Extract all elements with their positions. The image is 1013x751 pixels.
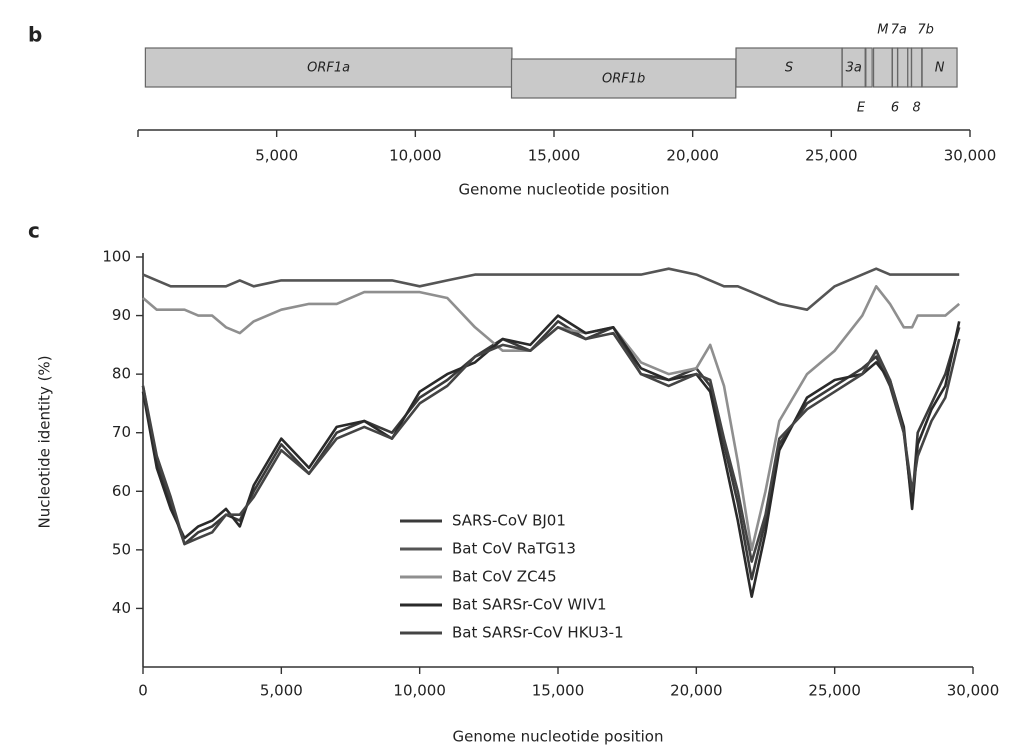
y-tick-label: 100	[102, 248, 131, 266]
panel-label: c	[28, 219, 40, 243]
y-tick-label: 80	[112, 365, 131, 383]
legend-label: Bat SARSr-CoV HKU3-1	[452, 624, 624, 642]
x-tick-label: 25,000	[805, 147, 858, 165]
gene-label: 3a	[846, 61, 862, 76]
gene-box	[891, 47, 899, 88]
x-tick-label: 10,000	[389, 147, 442, 165]
gene-box	[897, 47, 909, 88]
series-line	[142, 285, 961, 552]
legend-label: Bat SARSr-CoV WIV1	[452, 596, 607, 614]
x-tick-label: 15,000	[532, 682, 585, 700]
x-tick-label: 25,000	[808, 682, 861, 700]
x-tick-label: 5,000	[260, 682, 303, 700]
gene-box	[735, 47, 843, 88]
gene-label: S	[785, 61, 793, 76]
gene-label: ORF1a	[307, 61, 350, 76]
x-tick-label: 15,000	[528, 147, 581, 165]
panel-label: b	[28, 23, 42, 47]
y-tick-label: 60	[112, 482, 131, 500]
y-tick-label: 50	[112, 540, 131, 558]
gene-box	[841, 47, 866, 88]
x-tick-label: 30,000	[947, 682, 1000, 700]
x-tick-label: 30,000	[944, 147, 997, 165]
gene-label: N	[935, 61, 945, 76]
x-tick-label: 20,000	[670, 682, 723, 700]
legend-label: Bat CoV ZC45	[452, 568, 557, 586]
gene-label: M	[877, 23, 888, 38]
gene-box	[910, 47, 923, 88]
series-line	[141, 314, 961, 598]
gene-label: 6	[891, 101, 899, 116]
gene-label: ORF1b	[602, 72, 645, 87]
x-tick-label: 10,000	[393, 682, 446, 700]
gene-box	[510, 58, 737, 99]
gene-label: 7a	[891, 23, 907, 38]
gene-box	[907, 47, 912, 88]
legend-label: Bat CoV RaTG13	[452, 540, 576, 558]
x-tick-label: 0	[138, 682, 148, 700]
x-tick-label: 5,000	[255, 147, 298, 165]
gene-label: E	[857, 101, 866, 116]
y-tick-label: 70	[112, 423, 131, 441]
gene-box	[921, 47, 958, 88]
gene-box	[144, 47, 513, 88]
legend-label: SARS-CoV BJ01	[452, 512, 566, 530]
x-axis-label: Genome nucleotide position	[459, 181, 670, 199]
x-axis-label: Genome nucleotide position	[453, 728, 664, 746]
series-line	[141, 320, 961, 581]
gene-box	[865, 47, 873, 88]
gene-label: 8	[913, 101, 921, 116]
series-line	[141, 326, 961, 563]
gene-box	[872, 47, 893, 88]
y-tick-label: 90	[112, 306, 131, 324]
series-line	[142, 267, 960, 311]
x-tick-label: 20,000	[666, 147, 719, 165]
gene-label: 7b	[917, 23, 934, 38]
y-tick-label: 40	[112, 599, 131, 617]
y-axis-label: Nucleotide identity (%)	[36, 355, 54, 528]
